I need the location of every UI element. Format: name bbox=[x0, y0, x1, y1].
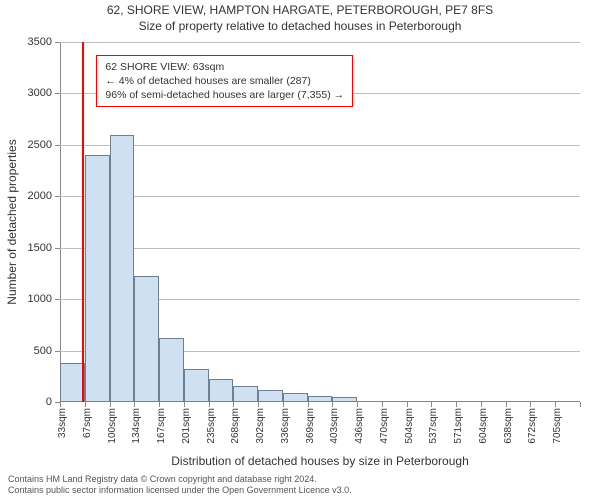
ytick-label: 2500 bbox=[28, 139, 52, 151]
annotation-line-2: ← 4% of detached houses are smaller (287… bbox=[105, 74, 344, 88]
ytick-label: 1500 bbox=[28, 242, 52, 254]
ytick-label: 0 bbox=[46, 396, 52, 408]
title-line-1: 62, SHORE VIEW, HAMPTON HARGATE, PETERBO… bbox=[0, 2, 600, 18]
ytick-mark bbox=[55, 42, 60, 43]
annotation-line-1: 62 SHORE VIEW: 63sqm bbox=[105, 60, 344, 74]
xtick-mark bbox=[60, 402, 61, 407]
xtick-mark bbox=[481, 402, 482, 407]
xtick-label: 201sqm bbox=[181, 408, 192, 444]
bar bbox=[332, 397, 357, 402]
xtick-mark bbox=[357, 402, 358, 407]
xtick-mark bbox=[233, 402, 234, 407]
xtick-label: 638sqm bbox=[503, 408, 514, 444]
xtick-label: 403sqm bbox=[329, 408, 340, 444]
xtick-label: 33sqm bbox=[57, 408, 68, 438]
xtick-label: 235sqm bbox=[206, 408, 217, 444]
xtick-label: 369sqm bbox=[305, 408, 316, 444]
annotation-line-3: 96% of semi-detached houses are larger (… bbox=[105, 88, 344, 102]
xtick-mark bbox=[431, 402, 432, 407]
bar bbox=[283, 393, 308, 402]
bar bbox=[258, 390, 283, 402]
footer-line-1: Contains HM Land Registry data © Crown c… bbox=[8, 474, 352, 485]
xtick-mark bbox=[85, 402, 86, 407]
bar bbox=[134, 276, 159, 403]
xtick-mark bbox=[555, 402, 556, 407]
xtick-mark bbox=[456, 402, 457, 407]
ytick-label: 500 bbox=[34, 345, 52, 357]
ytick-mark bbox=[55, 145, 60, 146]
ytick-mark bbox=[55, 299, 60, 300]
xtick-label: 100sqm bbox=[107, 408, 118, 444]
ytick-mark bbox=[55, 196, 60, 197]
ytick-mark bbox=[55, 248, 60, 249]
ytick-label: 3000 bbox=[28, 87, 52, 99]
xtick-mark bbox=[184, 402, 185, 407]
xtick-mark bbox=[308, 402, 309, 407]
bar bbox=[60, 363, 85, 402]
xtick-mark bbox=[159, 402, 160, 407]
xtick-label: 571sqm bbox=[453, 408, 464, 444]
xtick-mark bbox=[209, 402, 210, 407]
bar bbox=[159, 338, 184, 402]
x-axis-label: Distribution of detached houses by size … bbox=[60, 454, 580, 468]
xtick-mark bbox=[506, 402, 507, 407]
ytick-mark bbox=[55, 351, 60, 352]
xtick-label: 504sqm bbox=[404, 408, 415, 444]
y-axis-label: Number of detached properties bbox=[5, 139, 19, 304]
xtick-mark bbox=[283, 402, 284, 407]
xtick-mark bbox=[332, 402, 333, 407]
xtick-label: 470sqm bbox=[379, 408, 390, 444]
xtick-label: 268sqm bbox=[230, 408, 241, 444]
xtick-mark bbox=[530, 402, 531, 407]
xtick-label: 604sqm bbox=[478, 408, 489, 444]
bar bbox=[85, 155, 110, 402]
footer: Contains HM Land Registry data © Crown c… bbox=[8, 474, 352, 497]
xtick-label: 672sqm bbox=[527, 408, 538, 444]
title-line-2: Size of property relative to detached ho… bbox=[0, 18, 600, 34]
xtick-label: 134sqm bbox=[131, 408, 142, 444]
marker-line bbox=[82, 42, 84, 402]
xtick-label: 67sqm bbox=[82, 408, 93, 438]
xtick-mark bbox=[407, 402, 408, 407]
chart-container: { "title": { "line1": "62, SHORE VIEW, H… bbox=[0, 0, 600, 500]
xtick-label: 336sqm bbox=[280, 408, 291, 444]
ytick-mark bbox=[55, 93, 60, 94]
plot-area: 62 SHORE VIEW: 63sqm ← 4% of detached ho… bbox=[60, 42, 580, 402]
ytick-label: 2000 bbox=[28, 190, 52, 202]
annotation-box: 62 SHORE VIEW: 63sqm ← 4% of detached ho… bbox=[96, 55, 353, 108]
xtick-label: 705sqm bbox=[552, 408, 563, 444]
xtick-label: 436sqm bbox=[354, 408, 365, 444]
xtick-label: 537sqm bbox=[428, 408, 439, 444]
xtick-mark bbox=[382, 402, 383, 407]
xtick-label: 302sqm bbox=[255, 408, 266, 444]
xtick-mark bbox=[258, 402, 259, 407]
xtick-mark bbox=[580, 402, 581, 407]
ytick-label: 1000 bbox=[28, 293, 52, 305]
xtick-label: 167sqm bbox=[156, 408, 167, 444]
ytick-label: 3500 bbox=[28, 36, 52, 48]
bar bbox=[233, 386, 258, 402]
bar bbox=[110, 135, 135, 402]
bar bbox=[209, 379, 234, 402]
bar bbox=[184, 369, 209, 402]
bar bbox=[308, 396, 333, 402]
footer-line-2: Contains public sector information licen… bbox=[8, 485, 352, 496]
xtick-mark bbox=[134, 402, 135, 407]
title-block: 62, SHORE VIEW, HAMPTON HARGATE, PETERBO… bbox=[0, 2, 600, 34]
xtick-mark bbox=[110, 402, 111, 407]
